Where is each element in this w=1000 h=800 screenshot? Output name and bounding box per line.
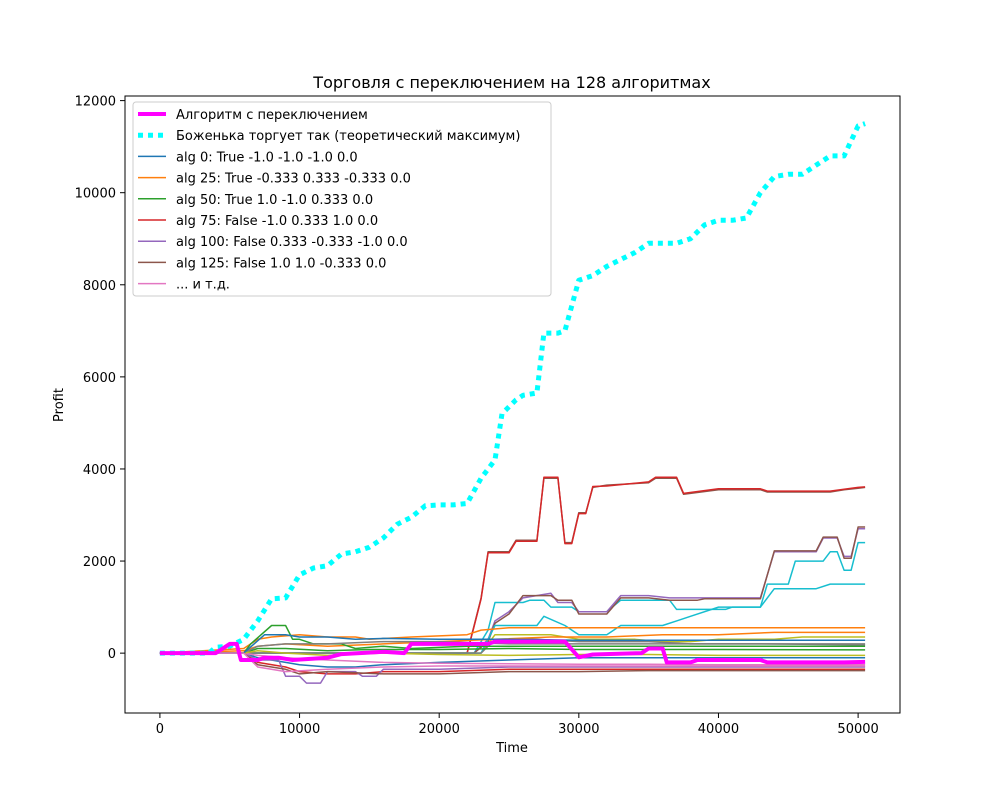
y-tick-label: 4000 xyxy=(83,463,116,478)
legend-box xyxy=(132,101,552,297)
y-tick-label: 8000 xyxy=(83,279,116,294)
legend-label: alg 125: False 1.0 1.0 -0.333 0.0 xyxy=(176,256,386,271)
y-tick-label: 2000 xyxy=(83,555,116,570)
series-line-8 xyxy=(159,583,866,654)
chart-title: Торговля с переключением на 128 алгоритм… xyxy=(312,73,710,92)
legend-label: alg 25: True -0.333 0.333 -0.333 0.0 xyxy=(176,172,411,187)
series-line-17 xyxy=(159,652,866,675)
series-line-13 xyxy=(159,647,866,654)
series-line-18 xyxy=(159,652,866,666)
series-line-4 xyxy=(159,541,866,654)
legend-label: alg 75: False -1.0 0.333 1.0 0.0 xyxy=(176,214,378,229)
plot-frame xyxy=(124,95,901,714)
series-line-15 xyxy=(159,652,866,675)
x-tick-label: 40000 xyxy=(698,722,739,737)
y-tick-label: 6000 xyxy=(83,371,116,386)
series-line-0 xyxy=(159,639,866,665)
series-line-6 xyxy=(159,526,866,654)
series-line-20 xyxy=(159,650,866,657)
series-line-3 xyxy=(159,476,866,654)
y-axis-label: Profit xyxy=(52,388,67,422)
x-tick-label: 30000 xyxy=(558,722,599,737)
series-layer xyxy=(159,121,866,684)
x-tick-label: 50000 xyxy=(837,722,878,737)
series-line-21 xyxy=(159,633,866,654)
legend-label: Боженька торгует так (теоретический макс… xyxy=(176,129,520,144)
series-line-12 xyxy=(159,624,866,654)
y-tick-label: 10000 xyxy=(75,187,116,202)
series-line-19 xyxy=(159,640,866,654)
series-line-10 xyxy=(159,627,866,654)
legend: Алгоритм с переключением Боженька торгует… xyxy=(132,101,552,297)
series-line-22 xyxy=(159,652,866,673)
y-tick-label: 12000 xyxy=(75,95,116,110)
x-axis-ticks: 0 10000 20000 30000 40000 50000 xyxy=(156,713,879,737)
legend-label: alg 100: False 0.333 -0.333 -1.0 0.0 xyxy=(176,235,408,250)
x-axis-label: Time xyxy=(495,741,528,756)
x-tick-label: 20000 xyxy=(419,722,460,737)
x-tick-label: 0 xyxy=(156,722,164,737)
series-line-16 xyxy=(159,652,866,684)
y-tick-label: 0 xyxy=(108,647,116,662)
legend-label: ... и т.д. xyxy=(176,278,230,293)
y-axis-ticks: 0 2000 4000 6000 8000 10000 12000 xyxy=(75,95,125,662)
series-line-1 xyxy=(159,121,866,656)
legend-label: alg 50: True 1.0 -1.0 0.333 0.0 xyxy=(176,193,373,208)
legend-label: alg 0: True -1.0 -1.0 -1.0 0.0 xyxy=(176,150,358,165)
x-tick-label: 10000 xyxy=(279,722,320,737)
series-line-7 xyxy=(159,633,866,654)
legend-label: Алгоритм с переключением xyxy=(176,108,368,123)
